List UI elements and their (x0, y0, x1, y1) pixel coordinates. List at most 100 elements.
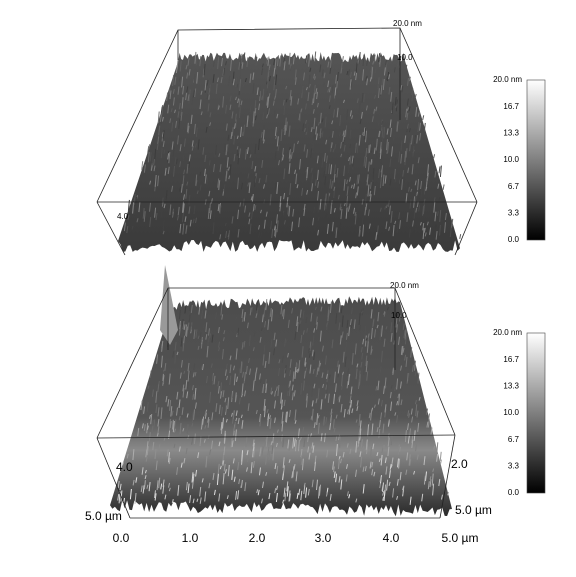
spike (303, 370, 306, 379)
spike (439, 165, 442, 178)
spike (171, 185, 174, 192)
spike (394, 412, 397, 416)
spike (321, 118, 324, 123)
spike (273, 79, 276, 91)
spike (172, 146, 175, 157)
spike (365, 156, 367, 168)
spike (326, 223, 329, 234)
spike (379, 126, 382, 132)
spike (260, 131, 263, 138)
spike (350, 399, 353, 408)
spike (303, 72, 305, 81)
spike (387, 421, 390, 427)
spike (175, 65, 178, 74)
spike (230, 131, 233, 140)
spike (322, 383, 325, 389)
spike (365, 105, 368, 111)
spike (199, 171, 202, 177)
spike (356, 141, 359, 154)
spike (183, 124, 185, 132)
spike (174, 76, 177, 85)
spike (317, 414, 320, 419)
spike (164, 494, 167, 500)
spike (313, 92, 315, 104)
spike (225, 405, 227, 415)
spike (274, 182, 277, 191)
spike (241, 62, 244, 69)
spike (235, 348, 238, 360)
spike (416, 410, 419, 418)
colorbar-tick: 6.7 (508, 182, 520, 191)
spike (344, 341, 347, 354)
spike (246, 450, 249, 456)
spike (225, 123, 228, 131)
spike (316, 367, 319, 375)
spike (141, 423, 144, 429)
spike (270, 441, 273, 446)
spike (178, 415, 181, 421)
spike (362, 69, 365, 81)
spike (176, 351, 179, 356)
spike (346, 319, 349, 328)
spike (340, 403, 343, 413)
spike (382, 496, 385, 501)
spike (131, 225, 134, 230)
spike (283, 399, 286, 406)
spike (239, 67, 242, 79)
spike (222, 68, 225, 76)
spike (366, 174, 369, 186)
spike (191, 411, 194, 423)
spike (127, 215, 130, 220)
spike (275, 386, 278, 391)
spike (421, 493, 424, 502)
spike (256, 87, 259, 95)
spike (371, 423, 374, 435)
spike (280, 392, 283, 404)
spike (288, 205, 291, 217)
spike (390, 91, 393, 102)
spike (314, 76, 316, 80)
spike (382, 174, 385, 187)
spike (294, 77, 297, 85)
spike (274, 58, 277, 70)
spike (248, 182, 251, 194)
spike (173, 443, 176, 448)
spike (404, 135, 407, 143)
spike (208, 160, 211, 166)
spike (424, 232, 427, 237)
spike (171, 122, 174, 132)
spike (288, 459, 291, 463)
spike (363, 365, 365, 376)
spike (385, 326, 388, 330)
spike (172, 75, 175, 87)
spike (416, 191, 418, 197)
spike (407, 423, 409, 431)
spike (207, 417, 210, 423)
spike (365, 147, 368, 158)
spike (258, 103, 261, 111)
spike (186, 326, 188, 337)
spike (358, 414, 361, 426)
spike (238, 98, 241, 108)
spike (371, 160, 374, 165)
spike (231, 390, 234, 403)
spike (186, 86, 189, 93)
spike (337, 194, 340, 200)
spike (358, 52, 361, 65)
spike (387, 71, 390, 82)
spike (410, 347, 413, 358)
spike (226, 143, 229, 152)
spike (252, 111, 255, 124)
spike (289, 66, 292, 72)
spike (219, 234, 222, 240)
spike (396, 324, 398, 333)
spike (400, 345, 403, 355)
spike (248, 357, 250, 364)
spike (382, 78, 385, 91)
spike (252, 83, 255, 94)
spike (146, 446, 149, 456)
spike (355, 419, 358, 423)
spike (345, 332, 348, 340)
spike (289, 359, 292, 368)
spike (403, 330, 406, 339)
